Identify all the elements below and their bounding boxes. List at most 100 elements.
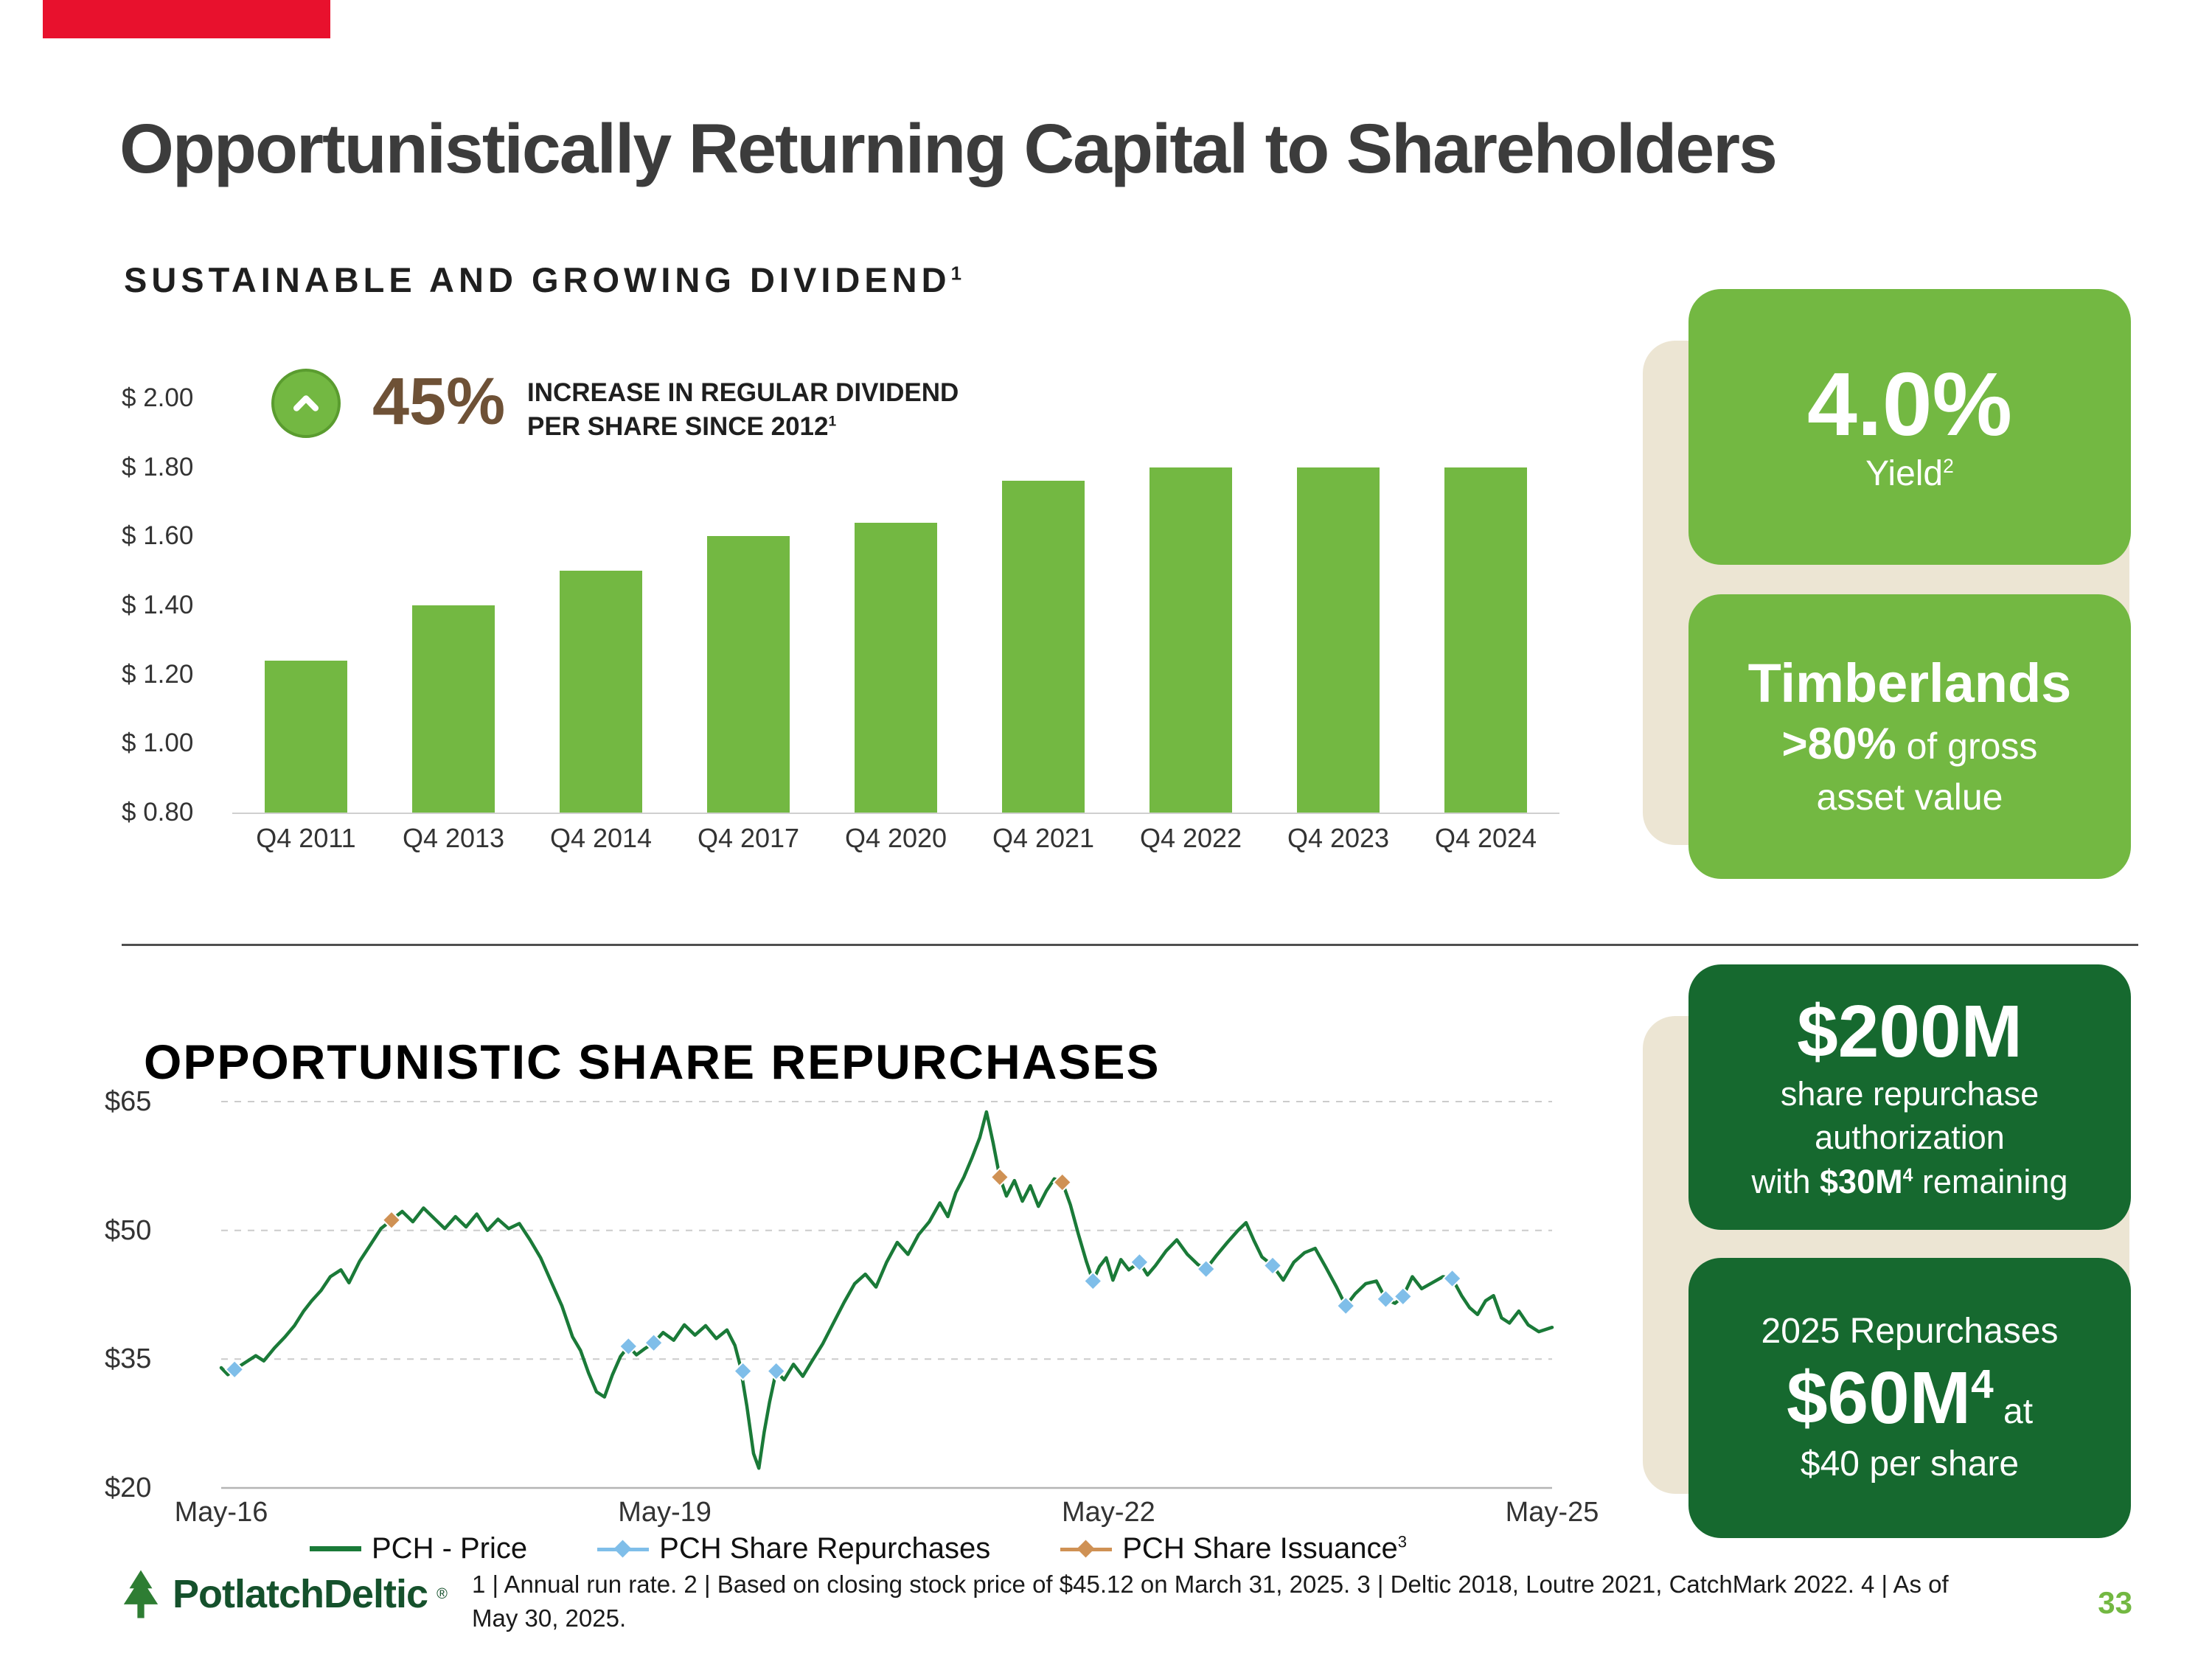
page-title: Opportunistically Returning Capital to S… [119,110,1778,188]
bar-chart-x-tick: Q4 2021 [992,823,1095,853]
dividend-bar [265,660,347,813]
bar-chart-x-tick: Q4 2014 [549,823,653,853]
timberlands-line1: >80% of gross [1782,714,2038,773]
repurchase-marker [1129,1252,1150,1273]
repurchase-marker [618,1336,639,1357]
timberlands-rest1: of gross [1896,725,2038,767]
authorization-line2: authorization [1815,1119,2005,1157]
repurchase-marker [733,1361,754,1382]
legend-item-repurchases: PCH Share Repurchases [597,1532,990,1565]
dividend-bar [412,605,495,813]
line-chart-plot [219,1101,1554,1489]
dividend-section-heading: SUSTAINABLE AND GROWING DIVIDEND1 [124,260,966,300]
line-chart-x-tick: May-16 [174,1497,268,1528]
line-chart-x-tick: May-22 [1062,1497,1155,1528]
issuance-footnote-ref: 3 [1397,1532,1408,1551]
bar-slot [970,398,1117,813]
bar-chart-y-tick: $ 0.80 [122,798,194,827]
line-chart-x-tick: May-19 [618,1497,712,1528]
dividend-bar [1297,467,1380,813]
potlatchdeltic-logo: PotlatchDeltic ® [118,1569,448,1619]
badge-footnote-ref: 1 [828,414,837,430]
legend-label-repurchases: PCH Share Repurchases [659,1532,991,1565]
bar-chart-plot [232,398,1559,814]
badge-desc-line2: PER SHARE SINCE 20121 [527,410,959,444]
timberlands-card: Timberlands >80% of gross asset value [1688,594,2131,879]
line-chart-y-tick: $20 [105,1472,152,1503]
bar-chart-y-tick: $ 1.20 [122,659,194,689]
bar-slot [527,398,675,813]
repurchases-2025-card: 2025 Repurchases $60M4 at $40 per share [1688,1258,2131,1538]
repurchase-marker [1196,1259,1217,1279]
tree-icon [123,1570,159,1618]
repurchases-2025-suffix: at [1993,1391,2034,1431]
bar-slot [380,398,527,813]
dividend-bar [707,536,790,813]
dividend-increase-description: INCREASE IN REGULAR DIVIDEND PER SHARE S… [527,376,959,444]
price-line-swatch [310,1546,361,1551]
authorization-line3-post: remaining [1913,1162,2068,1200]
chart-legend: PCH - Price PCH Share Repurchases PCH Sh… [310,1532,1407,1565]
yield-footnote-ref: 2 [1943,454,1954,477]
bar-chart-y-tick: $ 1.40 [122,591,194,619]
bar-chart-x-tick: Q4 2013 [402,823,505,853]
dividend-bar-chart: $ 2.00 $ 1.80 $ 1.60 $ 1.40 $ 1.20 $ 1.00 $ 0.… [122,369,1589,885]
authorization-line3: with $30M4 remaining [1752,1160,2068,1203]
yield-label: Yield2 [1865,451,1954,497]
authorization-line1: share repurchase [1780,1074,2039,1113]
repurchases-2025-title: 2025 Repurchases [1761,1311,2059,1351]
page-number: 33 [2098,1585,2132,1620]
bar-chart-y-axis: $ 2.00 $ 1.80 $ 1.60 $ 1.40 $ 1.20 $ 1.00 $ 0.… [122,383,225,827]
yield-label-text: Yield [1865,453,1944,493]
section-divider [122,944,2138,946]
dividend-bar [560,571,642,813]
line-chart-y-tick: $65 [105,1086,152,1117]
footnotes: 1 | Annual run rate. 2 | Based on closin… [472,1568,2072,1635]
dividend-heading-footnote-ref: 1 [950,263,966,285]
timberlands-pct: >80% [1781,718,1896,768]
bar-chart-y-tick: $ 2.00 [122,383,194,412]
authorization-footnote-ref: 4 [1902,1165,1913,1186]
bar-chart-x-tick: Q4 2023 [1287,823,1390,853]
footnote-line1: 1 | Annual run rate. 2 | Based on closin… [472,1571,1949,1598]
brand-accent-bar [43,0,330,38]
authorization-remaining-text: $30M [1820,1162,1903,1200]
dividend-bar [1002,481,1085,813]
badge-desc-line1: INCREASE IN REGULAR DIVIDEND [527,378,959,407]
bar-chart-x-tick: Q4 2017 [697,823,800,853]
bar-slot [822,398,970,813]
bar-chart-y-tick: $ 1.60 [122,521,194,551]
line-chart-y-tick: $35 [105,1343,152,1375]
repurchases-2025-value: $60M4 at [1787,1356,2033,1441]
issuance-swatch-diamond [1077,1539,1095,1558]
bar-chart-y-tick: $ 1.80 [122,452,194,481]
repurchase-marker [1393,1286,1413,1307]
legend-label-issuance: PCH Share Issuance3 [1122,1532,1407,1565]
yield-value: 4.0% [1806,353,2013,454]
repurchase-marker [1335,1295,1356,1316]
repurchases-2025-footnote-ref: 4 [1971,1360,1994,1407]
dividend-heading-text: SUSTAINABLE AND GROWING DIVIDEND [124,260,951,299]
dividend-bar [1150,467,1232,813]
authorization-remaining: $30M4 [1820,1163,1913,1200]
price-line [219,1110,1554,1470]
issuance-marker-swatch [1060,1539,1113,1558]
bar-chart-x-tick: Q4 2011 [256,823,356,853]
timberlands-line2: asset value [1816,776,2003,818]
repurchase-marker [1262,1255,1283,1276]
bar-chart-x-tick: Q4 2024 [1434,823,1537,853]
dividend-increase-percent: 45% [372,365,506,439]
dividend-increase-badge [271,369,341,438]
issuance-marker [1052,1172,1073,1192]
legend-item-price: PCH - Price [310,1532,527,1565]
repurchase-marker [644,1332,664,1353]
repurchase-swatch-diamond [613,1539,632,1558]
timberlands-title: Timberlands [1747,652,2072,714]
repurchase-line-chart: $65 $50 $35 $20 May-16 May-19 May-22 May-25 PC… [103,1084,1600,1585]
legend-item-issuance: PCH Share Issuance3 [1060,1532,1407,1565]
bar-chart-y-tick: $ 1.00 [122,728,194,758]
repurchases-2025-amount: $60M [1786,1356,1972,1439]
repurchases-2025-line2: $40 per share [1800,1444,2020,1484]
legend-issuance-text: PCH Share Issuance [1122,1532,1398,1565]
